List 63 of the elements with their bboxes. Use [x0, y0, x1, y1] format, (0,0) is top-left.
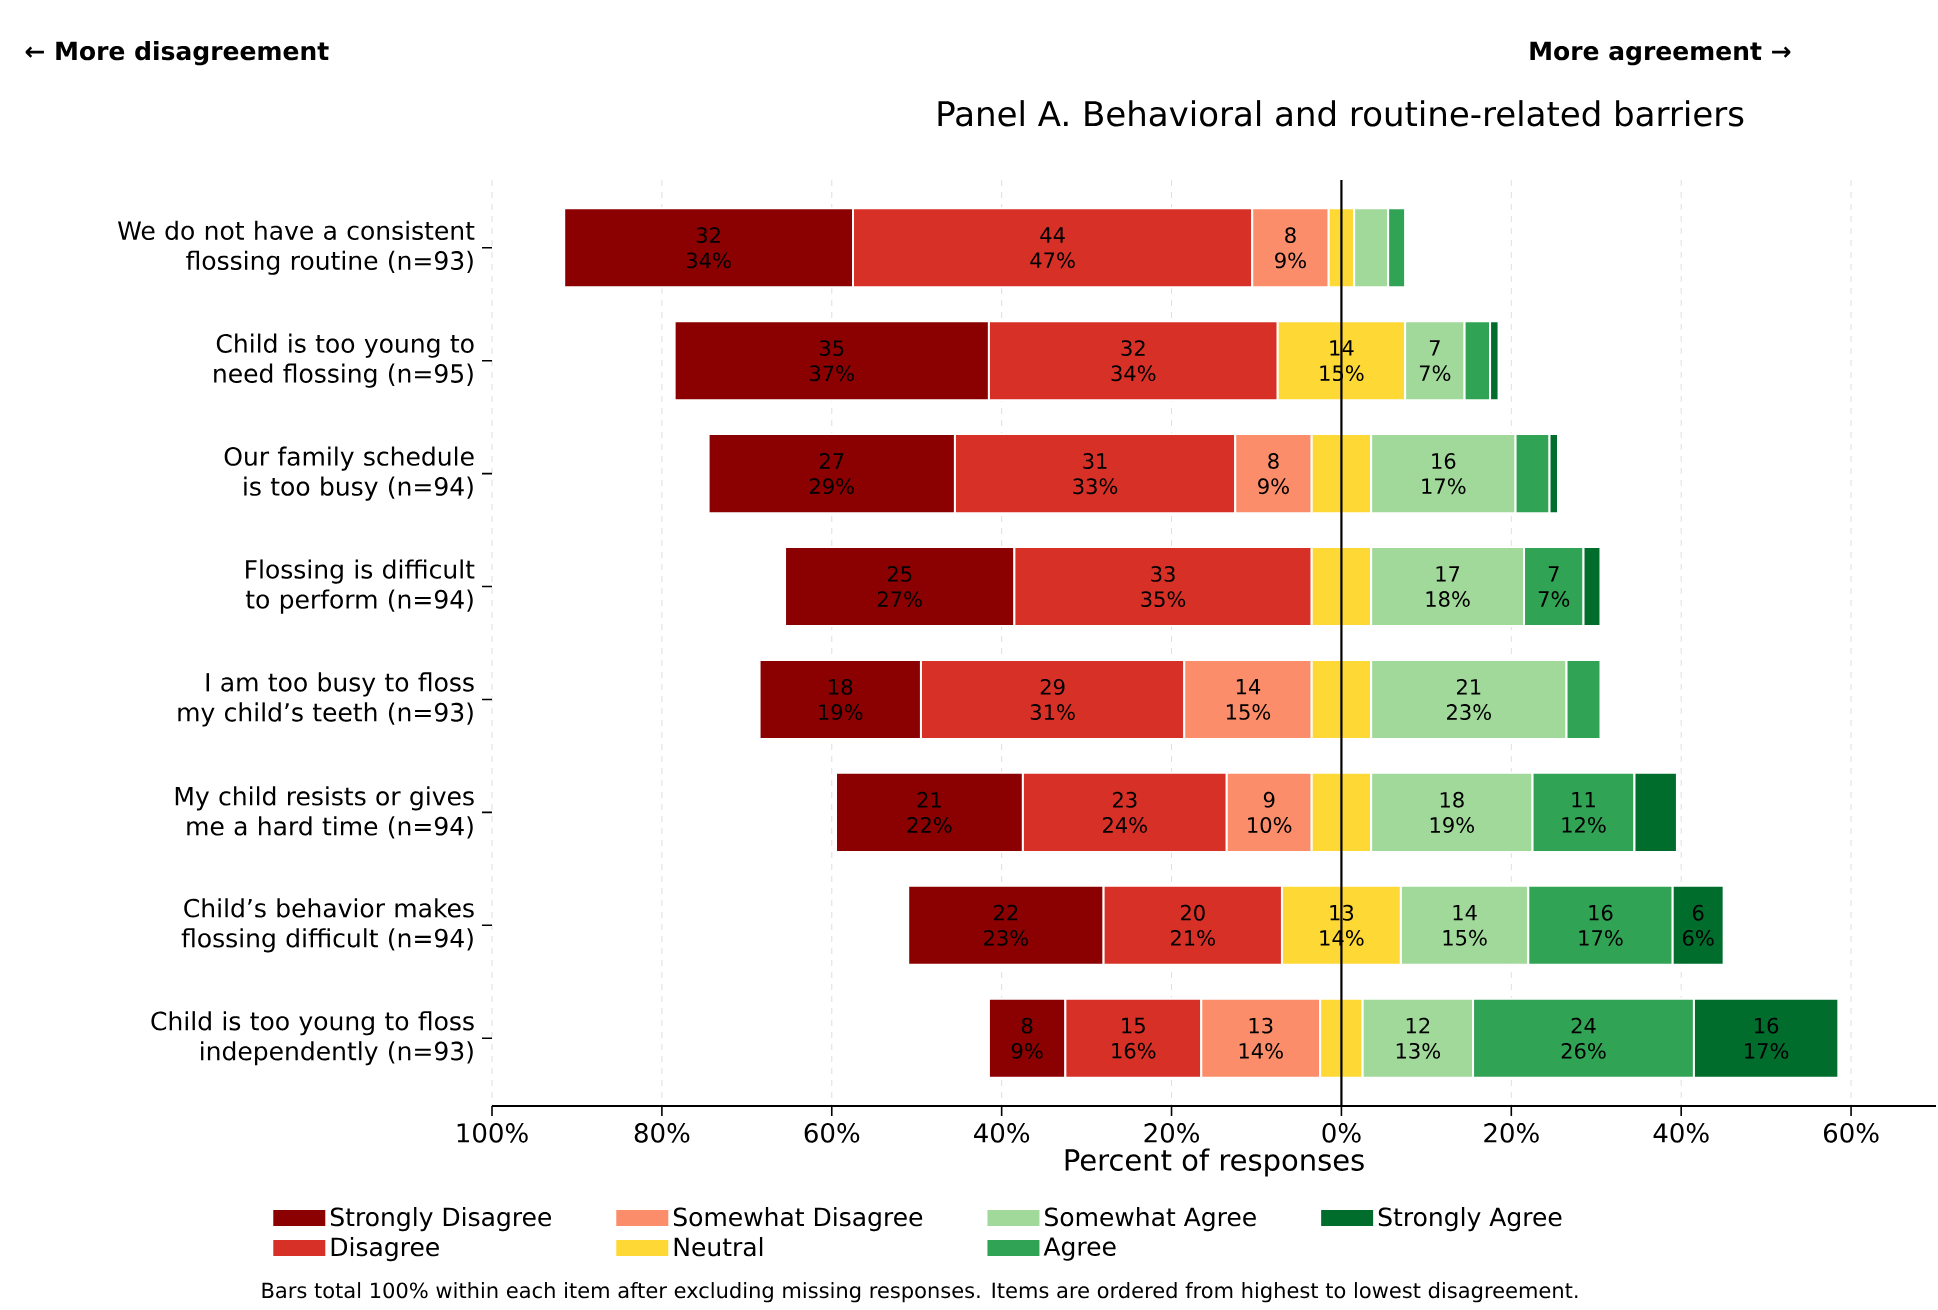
data-label: 8 9%	[1011, 1017, 1043, 1059]
data-label: 32 34%	[1111, 340, 1156, 382]
data-label: 20 21%	[1170, 904, 1215, 946]
data-label: 15 16%	[1112, 1017, 1156, 1059]
y-tick-label: Child is too young to need flossing (n=95)	[214, 333, 474, 388]
data-label: 33 35%	[1141, 566, 1186, 608]
data-label: 14 15%	[1226, 679, 1271, 720]
data-label: 31 33%	[1073, 453, 1118, 495]
text: ← More disagreement	[25, 40, 329, 66]
data-label: 21 22%	[907, 791, 952, 833]
data-label: 21 23%	[1447, 678, 1491, 720]
x-tick-label: 100%	[457, 1123, 528, 1143]
legend-label: Disagree	[331, 1236, 439, 1262]
data-label: 6 6%	[1682, 904, 1714, 946]
data-label: 16 17%	[1579, 904, 1623, 946]
x-tick-label: 60%	[804, 1123, 860, 1143]
data-label: 27 29%	[809, 453, 854, 495]
y-tick-label: I am too busy to floss my child’s teeth (n=93)	[178, 672, 474, 727]
y-tick-label: Flossing is difficult to perform (n=94)	[245, 559, 475, 614]
y-tick-label: Child is too young to floss independently (n=93)	[151, 1011, 474, 1066]
data-label: 16 17%	[1745, 1017, 1789, 1059]
x-tick-label: 20%	[1484, 1123, 1539, 1143]
text: More agreement →	[1530, 41, 1791, 66]
data-label: 8 9%	[1275, 227, 1306, 269]
data-label: 17 18%	[1426, 566, 1470, 607]
data-label: 13 14%	[1239, 1017, 1283, 1059]
data-label: 8 9%	[1258, 453, 1289, 495]
x-tick-label: 40%	[974, 1123, 1030, 1143]
x-tick-label: 80%	[634, 1123, 690, 1143]
x-tick-label: 60%	[1823, 1123, 1879, 1143]
legend-label: Somewhat Disagree	[673, 1206, 923, 1232]
y-tick-label: My child resists or gives me a hard time (n=94)	[175, 786, 474, 839]
data-label: 32 34%	[686, 227, 731, 269]
data-label: 18 19%	[819, 678, 863, 720]
data-label: 7 7%	[1538, 566, 1570, 607]
data-label: 16 17%	[1422, 453, 1466, 495]
data-label: 24 26%	[1561, 1017, 1606, 1059]
data-label: 44 47%	[1030, 227, 1075, 269]
legend-label: Somewhat Agree	[1045, 1206, 1256, 1232]
legend-label: Agree	[1043, 1237, 1116, 1261]
data-label: 11 12%	[1562, 791, 1606, 833]
data-label: 18 19%	[1430, 791, 1475, 833]
y-tick-label: We do not have a consistent flossing routine (n=93)	[117, 220, 475, 275]
x-tick-label: 20%	[1144, 1123, 1199, 1143]
chart-title: Panel A. Behavioral and routine-related barriers	[938, 100, 1744, 127]
x-axis-title: Percent of responses	[1065, 1148, 1364, 1177]
x-tick-label: 40%	[1653, 1123, 1709, 1143]
data-label: 14 15%	[1443, 904, 1487, 946]
data-label: 12 13%	[1396, 1017, 1441, 1059]
data-label: 25 27%	[877, 566, 922, 608]
text: Bars total 100% within each item after excluding missing responses. Items are ordered from highest to lowest disagreement.	[262, 1282, 1578, 1303]
data-label: 29 31%	[1030, 678, 1075, 720]
legend-label: Strongly Agree	[1378, 1206, 1562, 1232]
data-label: 23 24%	[1103, 791, 1147, 833]
data-label: 7 7%	[1419, 340, 1451, 382]
x-tick-label: 0%	[1322, 1123, 1361, 1143]
legend-label: Strongly Disagree	[330, 1206, 551, 1232]
y-tick-label: Child’s behavior makes flossing difficult (n=94)	[181, 898, 474, 953]
data-label: 22 23%	[984, 904, 1029, 946]
data-label: 9 10%	[1248, 791, 1292, 833]
data-label: 35 37%	[810, 340, 854, 382]
legend-label: Neutral	[674, 1236, 763, 1257]
y-tick-label: Our family schedule is too busy (n=94)	[224, 446, 474, 501]
